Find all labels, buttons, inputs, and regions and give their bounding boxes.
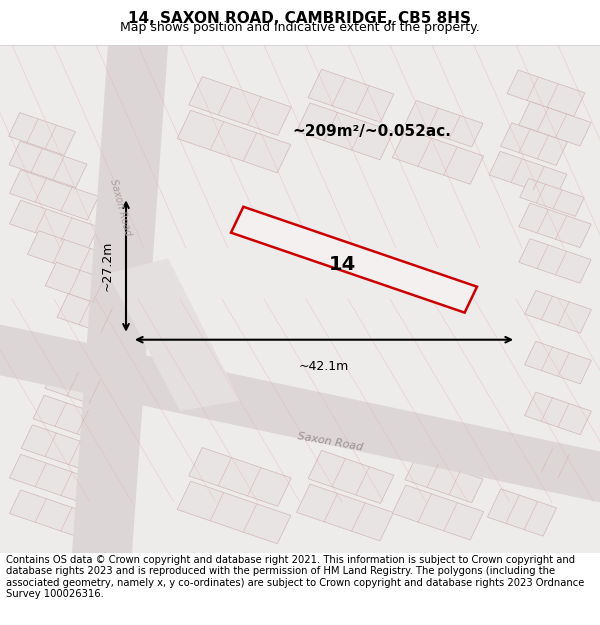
- Polygon shape: [308, 69, 394, 122]
- Polygon shape: [524, 443, 592, 486]
- Text: ~209m²/~0.052ac.: ~209m²/~0.052ac.: [293, 124, 451, 139]
- Polygon shape: [8, 112, 76, 155]
- Polygon shape: [33, 395, 111, 442]
- Polygon shape: [296, 484, 394, 541]
- Polygon shape: [189, 448, 291, 506]
- Polygon shape: [519, 203, 591, 248]
- Polygon shape: [177, 481, 291, 544]
- Polygon shape: [108, 258, 240, 411]
- Text: Saxon Road: Saxon Road: [296, 431, 364, 452]
- Polygon shape: [28, 231, 116, 281]
- Text: Map shows position and indicative extent of the property.: Map shows position and indicative extent…: [120, 21, 480, 34]
- Polygon shape: [392, 485, 484, 540]
- Polygon shape: [10, 490, 98, 540]
- Polygon shape: [524, 291, 592, 333]
- Polygon shape: [10, 170, 98, 220]
- Polygon shape: [487, 489, 557, 536]
- Polygon shape: [10, 454, 98, 504]
- Polygon shape: [507, 70, 585, 116]
- Polygon shape: [489, 151, 567, 198]
- Polygon shape: [189, 77, 291, 136]
- Text: ~42.1m: ~42.1m: [299, 360, 349, 373]
- Text: ~27.2m: ~27.2m: [101, 241, 114, 291]
- Polygon shape: [392, 129, 484, 184]
- Polygon shape: [519, 101, 591, 146]
- Polygon shape: [524, 341, 592, 384]
- Polygon shape: [231, 207, 477, 312]
- Polygon shape: [519, 239, 591, 283]
- Polygon shape: [9, 141, 87, 188]
- Polygon shape: [21, 425, 105, 473]
- Polygon shape: [296, 103, 394, 160]
- Polygon shape: [308, 451, 394, 503]
- Text: Saxon Road: Saxon Road: [107, 178, 133, 237]
- Text: Contains OS data © Crown copyright and database right 2021. This information is : Contains OS data © Crown copyright and d…: [6, 554, 584, 599]
- Polygon shape: [500, 122, 568, 166]
- Polygon shape: [10, 200, 98, 251]
- Polygon shape: [45, 262, 129, 311]
- Polygon shape: [520, 179, 584, 216]
- Polygon shape: [72, 45, 168, 553]
- Polygon shape: [405, 456, 483, 503]
- Text: 14, SAXON ROAD, CAMBRIDGE, CB5 8HS: 14, SAXON ROAD, CAMBRIDGE, CB5 8HS: [128, 11, 472, 26]
- Polygon shape: [45, 365, 123, 411]
- Polygon shape: [405, 101, 483, 147]
- Polygon shape: [177, 110, 291, 173]
- Text: 14: 14: [328, 255, 356, 274]
- Polygon shape: [0, 324, 600, 502]
- Polygon shape: [524, 392, 592, 434]
- Polygon shape: [57, 294, 135, 340]
